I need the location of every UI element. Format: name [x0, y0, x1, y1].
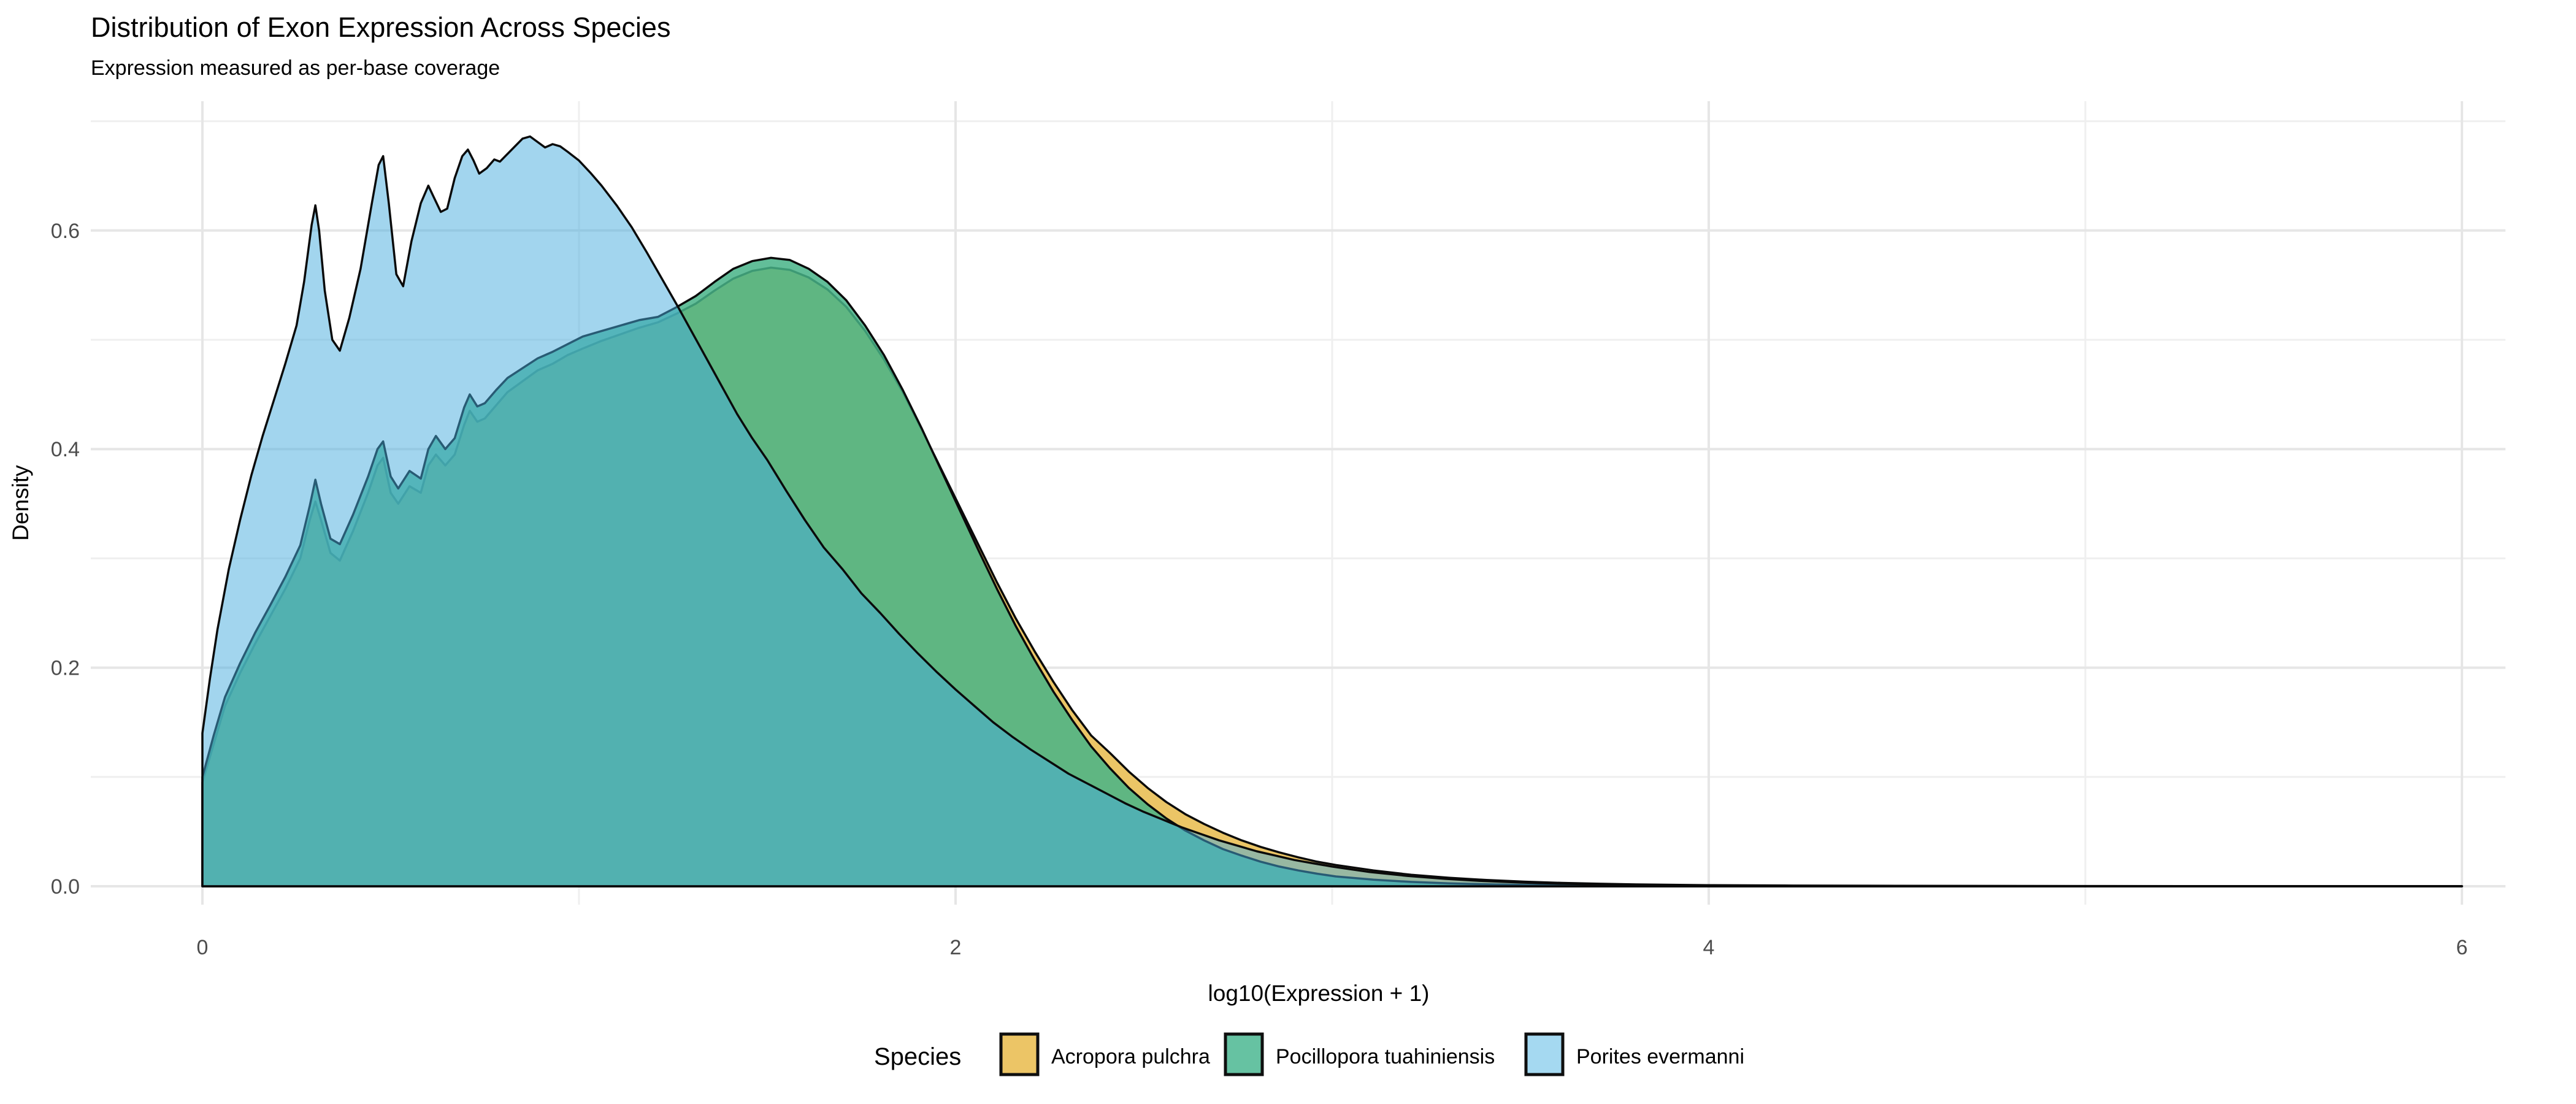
y-tick-label: 0.0	[51, 875, 80, 899]
legend-swatch-acropora-pulchra	[999, 1032, 1040, 1076]
legend-swatch-pocillopora-tuahiniensis	[1224, 1032, 1264, 1076]
legend-swatch-porites-evermanni	[1524, 1032, 1565, 1076]
y-axis-title: Density	[8, 465, 33, 541]
x-axis-title: log10(Expression + 1)	[1208, 981, 1430, 1006]
y-tick-label: 0.6	[51, 220, 80, 243]
chart-title: Distribution of Exon Expression Across S…	[91, 12, 670, 43]
x-tick-label: 0	[197, 936, 209, 959]
density-area-porites-evermanni	[201, 135, 2463, 887]
x-tick-label: 4	[1703, 936, 1715, 959]
legend-label-acropora-pulchra: Acropora pulchra	[1051, 1045, 1210, 1068]
x-axis-tick-labels: 0 2 4 6	[197, 936, 2468, 959]
density-areas	[201, 135, 2463, 887]
legend-title: Species	[874, 1043, 961, 1070]
legend-label-porites-evermanni: Porites evermanni	[1576, 1045, 1744, 1068]
y-axis-tick-labels: 0.0 0.2 0.4 0.6	[51, 220, 80, 899]
x-tick-label: 2	[950, 936, 962, 959]
y-tick-label: 0.2	[51, 657, 80, 680]
chart-subtitle: Expression measured as per-base coverage	[91, 56, 500, 80]
y-tick-label: 0.4	[51, 438, 80, 461]
legend: Species Acropora pulchra Pocillopora tua…	[874, 1032, 1744, 1076]
legend-label-pocillopora-tuahiniensis: Pocillopora tuahiniensis	[1276, 1045, 1495, 1068]
x-tick-label: 6	[2456, 936, 2468, 959]
